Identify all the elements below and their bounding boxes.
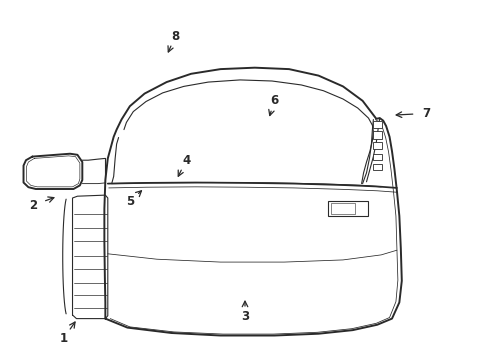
Text: 7: 7 (422, 107, 430, 120)
Text: 1: 1 (60, 332, 68, 345)
Bar (328, 201, 368, 216)
Text: 4: 4 (182, 154, 190, 167)
Text: 5: 5 (126, 195, 134, 208)
Bar (373, 142, 382, 149)
Bar (373, 121, 382, 128)
Text: 6: 6 (270, 94, 278, 107)
Text: 2: 2 (29, 199, 37, 212)
Bar (373, 154, 382, 160)
Bar (373, 131, 382, 139)
Bar (373, 164, 382, 170)
Bar (331, 203, 355, 214)
Text: 8: 8 (172, 30, 179, 42)
Text: 3: 3 (241, 310, 249, 323)
